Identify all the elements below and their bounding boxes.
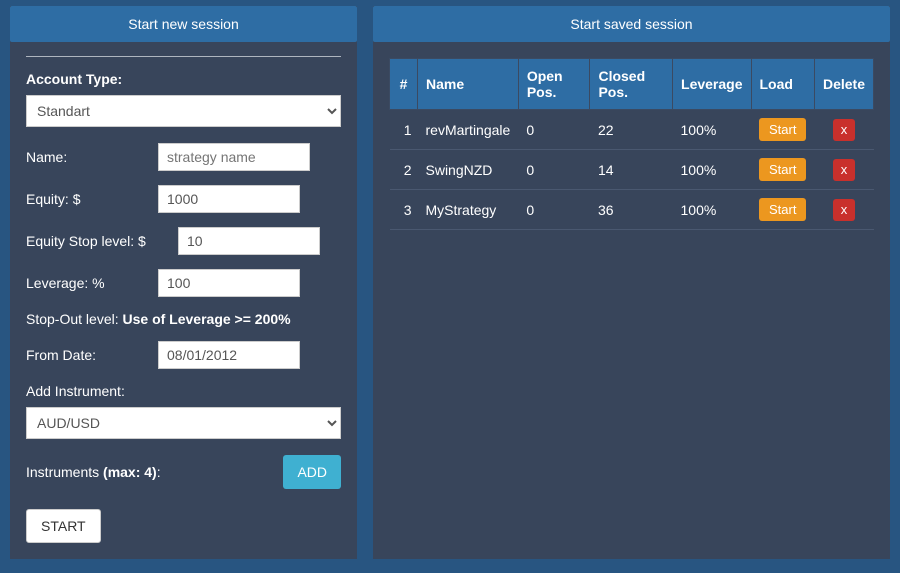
saved-session-title: Start saved session [373,6,890,42]
new-session-panel: Start new session Account Type: Standart… [10,6,357,559]
load-session-button[interactable]: Start [759,118,806,141]
saved-sessions-table: # Name Open Pos. Closed Pos. Leverage Lo… [389,58,874,230]
add-instrument-label: Add Instrument: [26,383,341,399]
equity-input[interactable] [158,185,300,213]
equity-label: Equity: $ [26,191,158,207]
cell-open: 0 [518,190,590,230]
cell-leverage: 100% [673,190,751,230]
col-open: Open Pos. [518,59,590,110]
from-date-label: From Date: [26,347,158,363]
cell-leverage: 100% [673,110,751,150]
cell-closed: 36 [590,190,673,230]
col-del: Delete [814,59,873,110]
cell-name: revMartingale [418,110,519,150]
cell-open: 0 [518,110,590,150]
delete-session-button[interactable]: x [833,199,855,221]
cell-index: 2 [390,150,418,190]
cell-load: Start [751,110,814,150]
cell-delete: x [814,190,873,230]
col-closed: Closed Pos. [590,59,673,110]
cell-load: Start [751,150,814,190]
leverage-input[interactable] [158,269,300,297]
col-name: Name [418,59,519,110]
new-session-title: Start new session [10,6,357,42]
cell-name: MyStrategy [418,190,519,230]
divider [26,56,341,57]
table-row: 2SwingNZD014100% Start x [390,150,874,190]
name-label: Name: [26,149,158,165]
col-load: Load [751,59,814,110]
load-session-button[interactable]: Start [759,158,806,181]
add-instrument-button[interactable]: ADD [283,455,341,489]
col-lev: Leverage [673,59,751,110]
cell-index: 3 [390,190,418,230]
delete-session-button[interactable]: x [833,159,855,181]
load-session-button[interactable]: Start [759,198,806,221]
table-row: 1revMartingale022100% Start x [390,110,874,150]
cell-closed: 14 [590,150,673,190]
cell-index: 1 [390,110,418,150]
cell-name: SwingNZD [418,150,519,190]
equity-stop-input[interactable] [178,227,320,255]
cell-delete: x [814,110,873,150]
name-input[interactable] [158,143,310,171]
leverage-label: Leverage: % [26,275,158,291]
account-type-label: Account Type: [26,71,341,87]
cell-load: Start [751,190,814,230]
equity-stop-label: Equity Stop level: $ [26,233,178,249]
saved-session-panel: Start saved session # Name Open Pos. Clo… [373,6,890,559]
cell-closed: 22 [590,110,673,150]
col-index: # [390,59,418,110]
cell-open: 0 [518,150,590,190]
instruments-count-label: Instruments (max: 4): [26,464,161,480]
start-session-button[interactable]: START [26,509,101,543]
from-date-input[interactable] [158,341,300,369]
delete-session-button[interactable]: x [833,119,855,141]
stop-out-text: Stop-Out level: Use of Leverage >= 200% [26,311,341,327]
table-row: 3MyStrategy036100% Start x [390,190,874,230]
cell-leverage: 100% [673,150,751,190]
account-type-select[interactable]: Standart [26,95,341,127]
cell-delete: x [814,150,873,190]
instrument-select[interactable]: AUD/USD [26,407,341,439]
